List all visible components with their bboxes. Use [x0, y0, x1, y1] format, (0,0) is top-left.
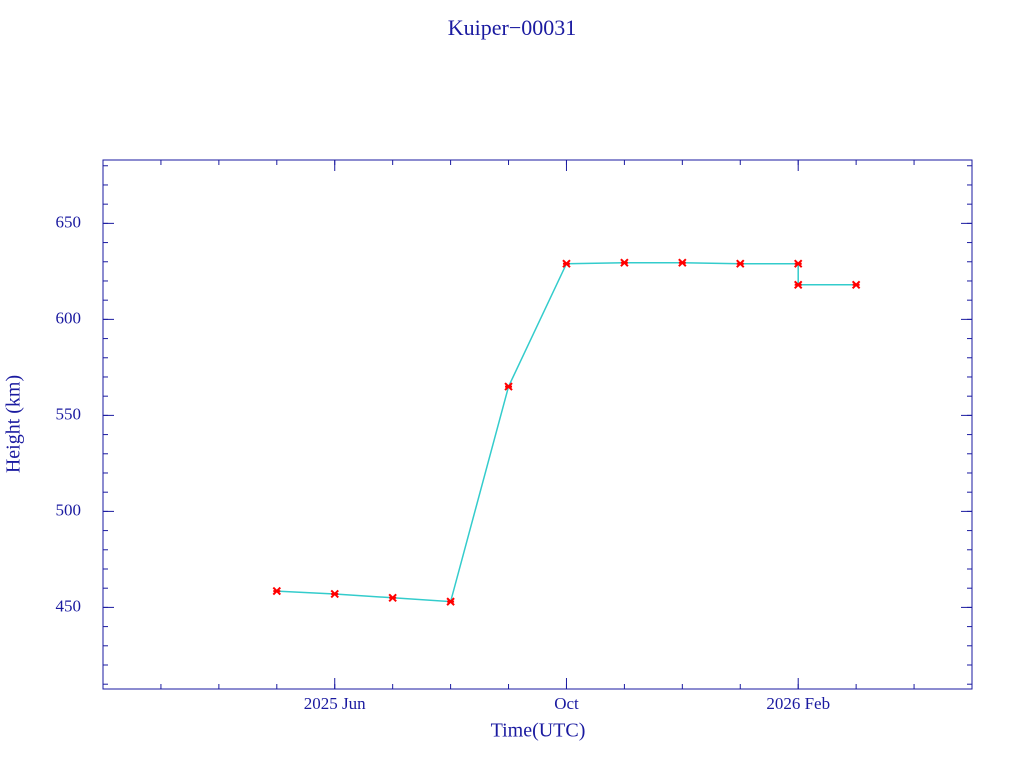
data-point — [504, 382, 513, 391]
data-point — [446, 597, 455, 606]
data-point — [388, 593, 397, 603]
chart-title: Kuiper−00031 — [448, 15, 577, 40]
data-point — [562, 259, 571, 268]
y-tick-label: 500 — [56, 500, 82, 519]
data-point — [272, 586, 282, 596]
data-point — [678, 258, 687, 267]
data-point — [793, 259, 803, 268]
y-tick-label: 600 — [56, 308, 82, 327]
data-point — [330, 589, 339, 599]
data-point — [851, 280, 861, 290]
y-tick-label: 450 — [56, 596, 82, 615]
x-axis-label: Time(UTC) — [491, 720, 586, 742]
data-point — [793, 280, 803, 290]
x-tick-label: 2025 Jun — [304, 694, 366, 713]
x-tick-label: 2026 Feb — [766, 694, 830, 713]
y-tick-label: 650 — [56, 212, 82, 231]
data-point — [736, 259, 745, 268]
data-point — [620, 258, 629, 267]
y-tick-label: 550 — [56, 404, 82, 423]
data-line — [276, 261, 857, 603]
y-axis-label: Height (km) — [3, 375, 25, 473]
x-tick-label: Oct — [554, 694, 579, 713]
plot-frame — [102, 159, 973, 690]
